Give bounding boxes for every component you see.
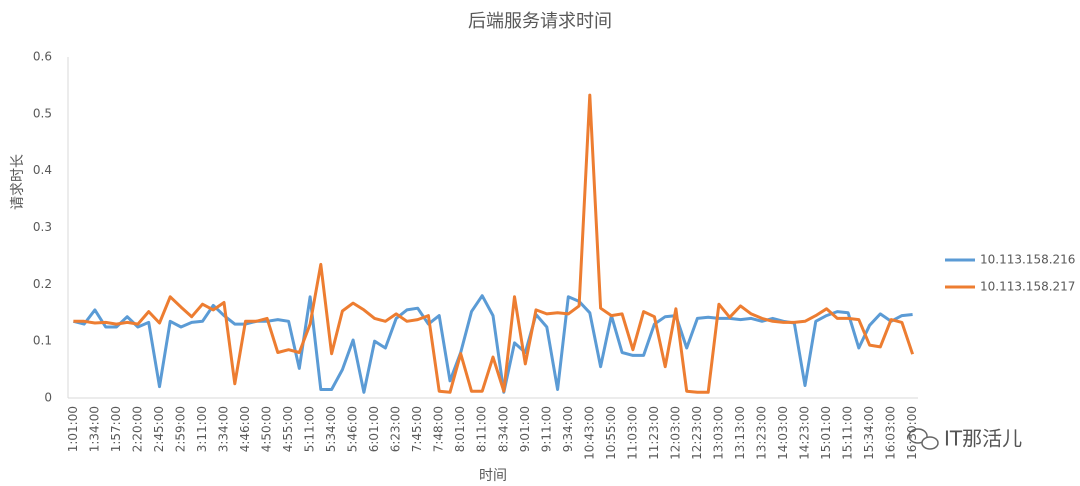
x-tick-label: 8:11:00: [475, 406, 489, 452]
y-tick-label: 0.1: [33, 334, 52, 348]
y-tick-label: 0.5: [33, 106, 52, 120]
x-tick-label: 8:34:00: [496, 406, 510, 452]
x-tick-label: 7:48:00: [432, 406, 446, 452]
watermark-text: IT那活儿: [944, 427, 1022, 451]
x-tick-label: 11:23:00: [647, 406, 661, 460]
y-tick-label: 0.4: [33, 163, 52, 177]
x-tick-label: 3:34:00: [217, 406, 231, 452]
y-tick-label: 0.3: [33, 220, 52, 234]
x-tick-label: 10:55:00: [604, 406, 618, 460]
x-tick-label: 1:57:00: [109, 406, 123, 452]
x-tick-label: 5:11:00: [303, 406, 317, 452]
watermark: IT那活儿: [908, 427, 1022, 451]
x-tick-label: 13:03:00: [711, 406, 725, 460]
line-series: [73, 93, 915, 394]
y-tick-label: 0: [44, 391, 52, 405]
x-tick-label: 14:03:00: [776, 406, 790, 460]
watermark-icon: [908, 428, 928, 444]
x-tick-label: 16:03:00: [884, 406, 898, 460]
x-tick-label: 16:30:00: [905, 406, 919, 460]
x-tick-label: 7:45:00: [410, 406, 424, 452]
x-axis-title: 时间: [479, 468, 507, 484]
x-tick-label: 1:34:00: [87, 406, 101, 452]
x-tick-label: 12:03:00: [668, 406, 682, 460]
x-tick-label: 5:34:00: [324, 406, 338, 452]
x-tick-label: 6:01:00: [367, 406, 381, 452]
x-tick-label: 13:23:00: [754, 406, 768, 460]
x-tick-label: 2:20:00: [130, 406, 144, 452]
x-tick-label: 4:46:00: [238, 406, 252, 452]
x-tick-label: 11:03:00: [625, 406, 639, 460]
x-tick-label: 4:50:00: [260, 406, 274, 452]
x-tick-label: 9:11:00: [539, 406, 553, 452]
line-series: [73, 294, 913, 394]
legend-label: 10.113.158.217: [980, 280, 1075, 294]
x-tick-label: 15:01:00: [819, 406, 833, 460]
x-tick-label: 8:01:00: [453, 406, 467, 452]
x-tick-label: 14:23:00: [798, 406, 812, 460]
x-tick-label: 6:23:00: [389, 406, 403, 452]
legend-label: 10.113.158.216: [980, 253, 1075, 267]
y-axis-title: 请求时长: [10, 154, 26, 210]
x-tick-label: 2:59:00: [173, 406, 187, 452]
y-tick-label: 0.2: [33, 277, 52, 291]
x-tick-label: 12:23:00: [690, 406, 704, 460]
x-tick-label: 9:34:00: [561, 406, 575, 452]
x-tick-label: 15:34:00: [862, 406, 876, 460]
y-tick-label: 0.6: [33, 50, 52, 64]
x-tick-label: 1:01:00: [66, 406, 80, 452]
x-tick-label: 9:01:00: [518, 406, 532, 452]
x-tick-label: 2:45:00: [152, 406, 166, 452]
x-tick-label: 5:46:00: [346, 406, 360, 452]
x-tick-label: 3:11:00: [195, 406, 209, 452]
x-tick-label: 4:55:00: [281, 406, 295, 452]
x-tick-label: 15:11:00: [841, 406, 855, 460]
x-tick-label: 13:13:00: [733, 406, 747, 460]
watermark-icon: [921, 436, 939, 450]
x-tick-label: 10:43:00: [582, 406, 596, 460]
chart-title: 后端服务请求时间: [468, 11, 612, 32]
